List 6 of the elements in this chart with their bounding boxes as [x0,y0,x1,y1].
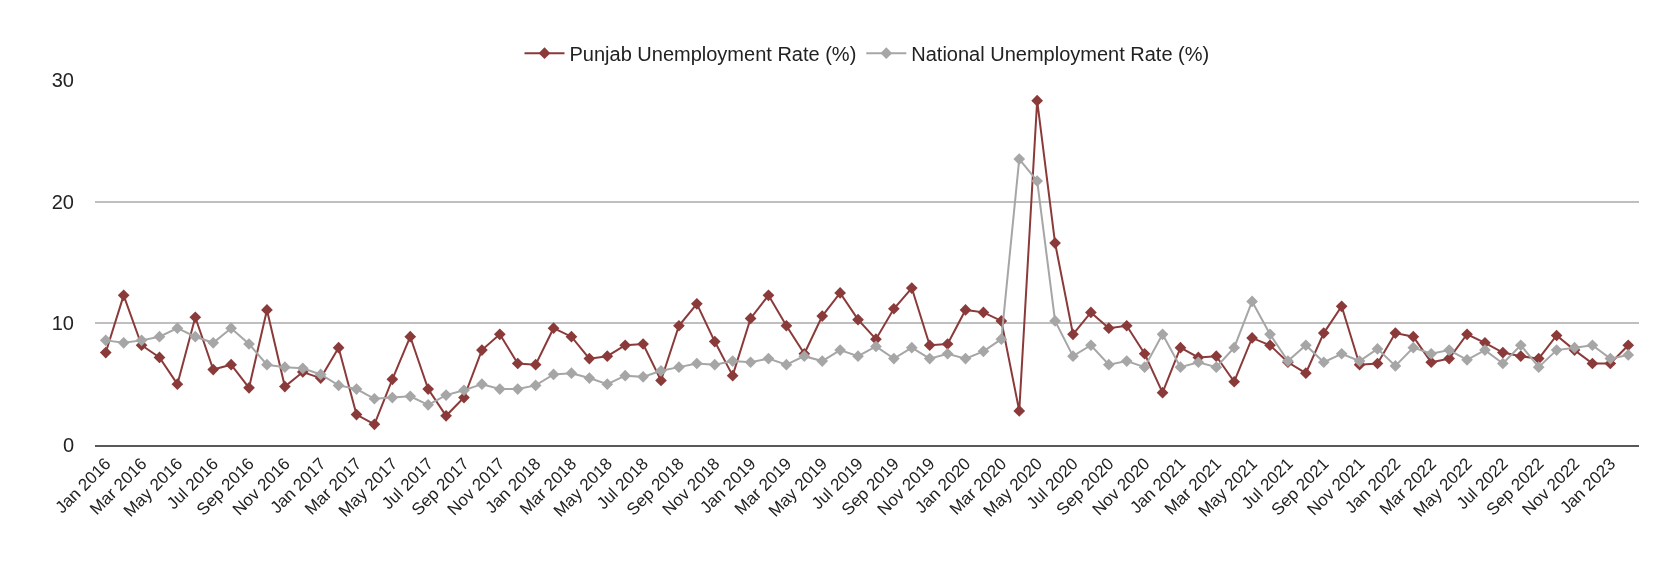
legend-label: National Unemployment Rate (%) [911,43,1210,65]
y-tick-label: 30 [51,69,74,91]
legend-label: Punjab Unemployment Rate (%) [569,43,857,65]
y-tick-label: 0 [62,434,74,456]
y-tick-label: 10 [51,312,74,335]
y-tick-label: 20 [51,190,74,213]
